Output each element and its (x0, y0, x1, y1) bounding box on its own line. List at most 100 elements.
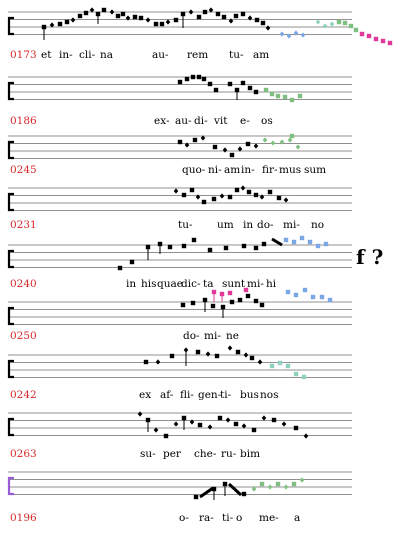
lyric-syllable: ti- (222, 512, 234, 524)
neume-punctum (192, 137, 198, 143)
neume-punctum (132, 14, 138, 20)
neume-rhombus (219, 193, 225, 199)
neume-rhombus (205, 351, 211, 357)
neume-ligature (199, 486, 214, 499)
neume-punctum (190, 74, 196, 80)
neume-punctum (307, 239, 313, 245)
neume-punctum (237, 297, 243, 303)
neume-punctum (291, 481, 297, 487)
clef-mark (7, 359, 14, 379)
neume-punctum (342, 20, 348, 26)
neume-rhombus (299, 477, 305, 483)
lyric-syllable: bus (240, 389, 259, 401)
neume-punctum (253, 192, 259, 198)
lyric-syllable: ne (226, 330, 239, 342)
lyric-syllable: e- (240, 115, 250, 127)
clef-mark (7, 140, 14, 160)
lyric-syllable: quo- (182, 164, 206, 176)
neume-punctum (173, 17, 179, 23)
neume-rhombus (89, 7, 95, 13)
neume-punctum (348, 23, 354, 29)
neume-rhombus (153, 427, 159, 433)
neume-rhombus (261, 415, 267, 421)
neume-punctum (259, 481, 265, 487)
neume-punctum (240, 11, 246, 17)
neume-punctum (310, 294, 316, 300)
clef-mark (7, 192, 14, 212)
neume-rhombus (222, 147, 228, 153)
neume-rhombus (189, 419, 195, 425)
neume-punctum (229, 152, 235, 158)
neume-punctum (277, 360, 283, 366)
neume-punctum (241, 491, 247, 497)
neume-punctum (210, 303, 216, 309)
neume-punctum (253, 245, 259, 251)
neume-punctum (276, 195, 282, 201)
neume-rhombus (155, 359, 161, 365)
neume-punctum (301, 374, 307, 380)
neume-punctum (359, 31, 365, 37)
neume-punctum (223, 245, 229, 251)
lyric-syllable: his (141, 278, 157, 290)
neume-punctum (327, 297, 333, 303)
neume-punctum (177, 139, 183, 145)
neume-punctum (215, 11, 221, 17)
lyric-syllable: rem (187, 49, 208, 61)
lyric-syllable: di- (194, 115, 208, 127)
line-number: 0196 (10, 512, 37, 524)
lyric-syllable: ta (203, 278, 213, 290)
lyric-syllable: in- (241, 164, 255, 176)
lyric-syllable: nos (260, 389, 278, 401)
lyric-syllable: per (163, 448, 182, 460)
neume-rhombus (315, 19, 321, 25)
neume-rhombus (286, 33, 292, 39)
neume-punctum (143, 359, 149, 365)
neume-punctum (212, 144, 218, 150)
lyric-syllable: tu- (229, 49, 244, 61)
neume-rhombus (188, 9, 194, 15)
neume-rhombus (243, 352, 249, 358)
neume-punctum (163, 433, 169, 439)
lyric-syllable: o- (179, 512, 189, 524)
neume-rhombus (281, 421, 287, 427)
lyric-syllable: na (100, 49, 113, 61)
neume-punctum (211, 196, 217, 202)
neume-punctum (285, 289, 291, 295)
neume-punctum (180, 302, 186, 308)
neume-punctum (319, 294, 325, 300)
neume-rhombus (195, 194, 201, 200)
neume-punctum (253, 89, 259, 95)
lyric-syllable: ru- (221, 448, 237, 460)
neume-punctum (283, 237, 289, 243)
line-number: 0240 (10, 278, 37, 290)
lyric-syllable: no (311, 219, 324, 231)
lyric-syllable: et (41, 49, 52, 61)
lyric-syllable: fir- (262, 164, 278, 176)
neume-punctum (221, 14, 227, 20)
lyric-syllable: fli- (180, 389, 194, 401)
neume-punctum (291, 239, 297, 245)
neume-rhombus (270, 140, 276, 146)
neume-rhombus (228, 18, 234, 24)
neume-punctum (271, 417, 277, 423)
neume-rhombus (237, 146, 243, 152)
neume-rhombus (293, 30, 299, 36)
neume-punctum (196, 74, 202, 80)
neume-punctum (366, 33, 372, 39)
neume-rhombus (125, 15, 131, 21)
neume-rhombus (247, 15, 253, 21)
neume-punctum (297, 93, 303, 99)
neume-punctum (57, 21, 63, 27)
neume-rhombus (173, 188, 179, 194)
neume-punctum (213, 87, 219, 93)
lyric-syllable: af- (160, 389, 174, 401)
neume-punctum (181, 243, 187, 249)
lyric-syllable: vit (213, 115, 228, 127)
lyric-syllable: mi- (204, 330, 221, 342)
neume-punctum (77, 13, 83, 19)
neume-punctum (115, 13, 121, 19)
clef-mark (7, 16, 14, 36)
lyric-syllable: me- (259, 512, 279, 524)
lyric-syllable: ra- (199, 512, 214, 524)
